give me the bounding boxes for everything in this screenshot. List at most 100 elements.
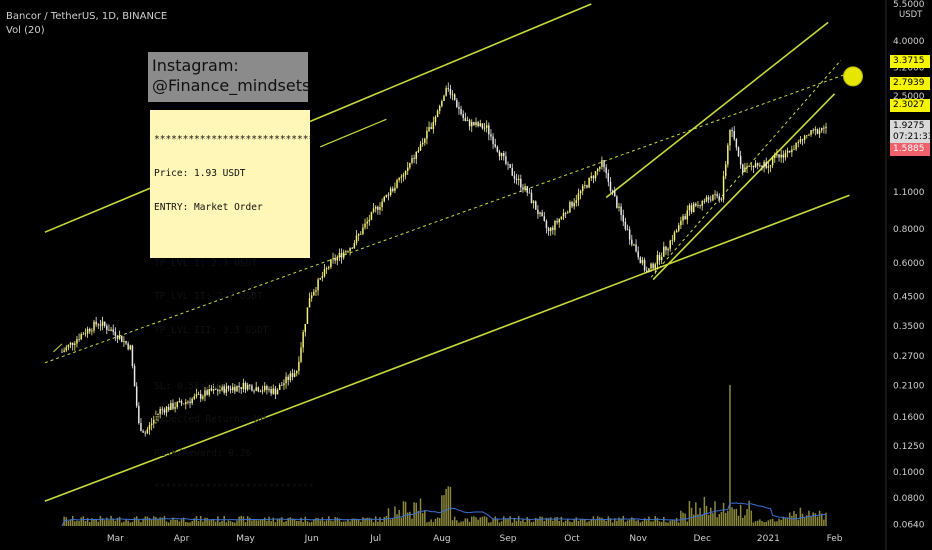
candle bbox=[400, 176, 403, 178]
candle bbox=[272, 388, 275, 394]
volume-bar bbox=[765, 521, 767, 526]
candle bbox=[167, 406, 170, 410]
candle bbox=[503, 153, 505, 157]
volume-bar bbox=[202, 521, 204, 526]
volume-bar bbox=[231, 521, 234, 526]
candle bbox=[298, 361, 300, 371]
y-tick-label: 0.1000 bbox=[893, 468, 925, 478]
volume-bar bbox=[441, 495, 443, 526]
volume-bar bbox=[453, 516, 456, 526]
candle bbox=[699, 205, 701, 206]
x-tick-label: Nov bbox=[629, 534, 647, 544]
volume-bar bbox=[411, 518, 413, 526]
candle bbox=[415, 151, 418, 159]
candle bbox=[654, 264, 657, 269]
volume-bar bbox=[208, 520, 210, 526]
volume-bar bbox=[116, 517, 119, 526]
volume-bar bbox=[125, 519, 127, 526]
candle bbox=[176, 402, 178, 408]
y-tick-label: 0.0640 bbox=[893, 520, 925, 530]
candle bbox=[473, 122, 475, 126]
candle bbox=[543, 216, 546, 221]
volume-bar bbox=[511, 522, 514, 526]
candle bbox=[227, 386, 230, 389]
volume-bar bbox=[654, 516, 657, 526]
candle bbox=[225, 386, 228, 393]
candle bbox=[426, 130, 428, 139]
candle bbox=[816, 129, 819, 134]
volume-bar bbox=[825, 512, 827, 526]
price-label: 1.5885 bbox=[890, 142, 930, 156]
candle bbox=[268, 389, 270, 390]
volume-bar bbox=[278, 519, 281, 526]
candle bbox=[242, 383, 245, 389]
volume-bar bbox=[161, 517, 164, 526]
candle bbox=[349, 247, 351, 252]
candle bbox=[720, 199, 723, 201]
volume-bar bbox=[652, 521, 654, 526]
volume-bar bbox=[204, 517, 206, 526]
volume-bar bbox=[342, 521, 345, 526]
volume-bar bbox=[678, 522, 680, 526]
candle bbox=[581, 185, 584, 192]
candle bbox=[118, 335, 121, 339]
candle bbox=[138, 405, 140, 424]
candle bbox=[148, 425, 151, 430]
volume-bar bbox=[174, 519, 176, 526]
x-tick-label: Feb bbox=[827, 534, 843, 544]
candle bbox=[336, 256, 339, 261]
volume-bar bbox=[97, 521, 100, 526]
candle bbox=[404, 170, 407, 176]
candle bbox=[541, 212, 543, 217]
candle bbox=[795, 142, 797, 150]
candle bbox=[761, 165, 763, 167]
volume-bar bbox=[782, 516, 785, 526]
candle bbox=[217, 389, 219, 392]
candle bbox=[485, 125, 488, 128]
candle bbox=[219, 390, 221, 392]
volume-bar bbox=[394, 506, 396, 526]
candle bbox=[648, 268, 650, 273]
trendline bbox=[319, 118, 387, 148]
volume-bar bbox=[547, 518, 550, 526]
volume-bar bbox=[409, 511, 411, 526]
volume-bar bbox=[697, 514, 699, 526]
volume-bar bbox=[490, 522, 492, 526]
note-line: **************************** bbox=[154, 134, 315, 146]
volume-bar bbox=[146, 516, 149, 526]
volume-bar bbox=[129, 522, 132, 526]
volume-bar bbox=[509, 516, 511, 526]
candle bbox=[460, 108, 462, 115]
candle bbox=[180, 400, 183, 404]
note-line: **************************** bbox=[154, 481, 315, 493]
candle bbox=[635, 244, 637, 252]
candle bbox=[389, 188, 392, 196]
volume-bar bbox=[65, 517, 68, 526]
candle bbox=[236, 385, 238, 392]
price-label: 07:21:33 bbox=[890, 131, 932, 145]
y-tick-label: 2.5000 bbox=[893, 92, 925, 102]
volume-bar bbox=[618, 517, 620, 526]
volume-bar bbox=[716, 517, 718, 526]
volume-bar bbox=[748, 500, 750, 526]
volume-bar bbox=[564, 520, 567, 526]
candle bbox=[782, 154, 785, 158]
candle bbox=[334, 258, 336, 261]
y-tick-label: 3.2000 bbox=[893, 63, 925, 73]
volume-bar bbox=[466, 518, 469, 526]
candle bbox=[438, 106, 441, 111]
candle bbox=[409, 162, 411, 168]
candle bbox=[477, 122, 479, 127]
volume-bar bbox=[238, 516, 240, 526]
volume-bar bbox=[289, 517, 292, 526]
x-tick-label: Mar bbox=[107, 534, 124, 544]
candle bbox=[737, 147, 740, 157]
candle bbox=[705, 197, 708, 202]
candle bbox=[479, 123, 482, 127]
candle bbox=[710, 199, 712, 201]
volume-bar bbox=[287, 517, 289, 526]
candle bbox=[658, 254, 661, 261]
candle bbox=[63, 350, 65, 352]
candle bbox=[199, 394, 202, 399]
